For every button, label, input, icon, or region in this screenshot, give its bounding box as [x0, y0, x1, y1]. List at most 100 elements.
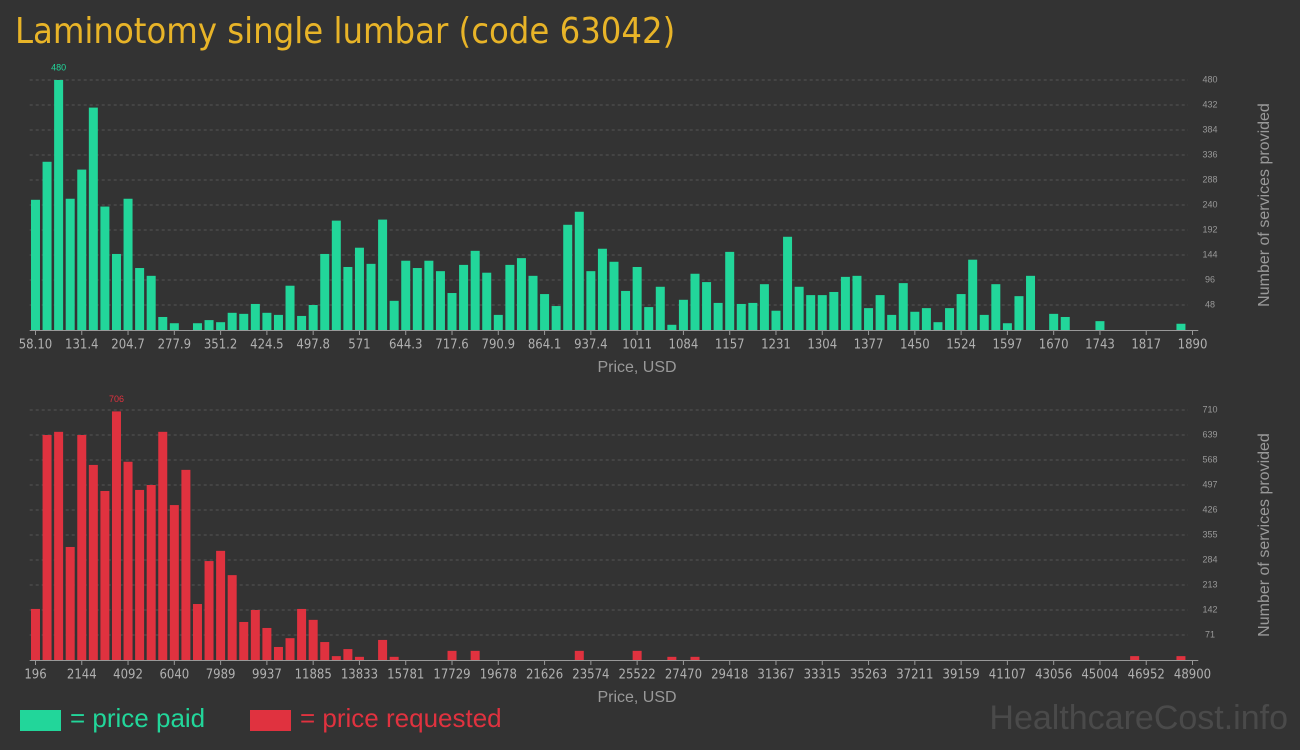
bar: [1026, 275, 1036, 330]
bar: [77, 169, 87, 330]
bar: [158, 316, 168, 330]
bar: [331, 220, 341, 330]
y-tick-label: 48: [1205, 299, 1215, 309]
x-tick-label: 204.7: [111, 338, 144, 353]
bar: [88, 464, 98, 660]
bar: [42, 161, 52, 330]
x-tick-label: 131.4: [65, 338, 98, 353]
bar: [65, 198, 75, 330]
bar: [852, 275, 862, 330]
y-tick-label: 96: [1205, 274, 1215, 284]
bar: [65, 546, 75, 660]
bar: [250, 303, 260, 330]
bar: [273, 314, 283, 330]
x-tick-label: 15781: [387, 668, 424, 683]
bar: [632, 266, 642, 330]
bar: [308, 305, 318, 330]
bar: [54, 431, 64, 660]
bar: [192, 323, 202, 330]
x-tick-label: 37211: [896, 668, 933, 683]
x-tick-label: 196: [24, 668, 46, 683]
y-axis-label: Number of services provided: [1256, 433, 1273, 637]
bar: [574, 211, 584, 330]
bar: [389, 300, 399, 330]
x-tick-label: 277.9: [158, 338, 191, 353]
x-tick-label: 39159: [943, 668, 980, 683]
bar: [840, 276, 850, 330]
x-tick-label: 1231: [761, 338, 791, 353]
bar: [100, 490, 110, 660]
bar: [343, 266, 353, 330]
bar: [736, 303, 746, 330]
x-tick-label: 1377: [854, 338, 884, 353]
bar: [991, 284, 1001, 330]
bar: [783, 236, 793, 330]
bar: [644, 307, 654, 330]
x-tick-label: 29418: [711, 668, 748, 683]
bar: [389, 656, 399, 660]
value-label: 706: [109, 394, 124, 404]
y-tick-label: 288: [1202, 174, 1217, 184]
y-tick-label: 336: [1202, 149, 1217, 159]
bar: [181, 469, 191, 660]
bar: [563, 224, 573, 330]
chart-title: Laminotomy single lumbar (code 63042): [15, 11, 675, 52]
y-tick-label: 142: [1202, 604, 1217, 614]
bar: [204, 320, 214, 330]
bar: [875, 295, 885, 330]
bar: [759, 284, 769, 330]
bar: [667, 324, 677, 330]
bar: [135, 489, 145, 660]
bar: [447, 293, 457, 330]
bar: [551, 306, 561, 330]
y-tick-label: 240: [1202, 199, 1217, 209]
bar: [77, 435, 87, 660]
x-tick-label: 1084: [669, 338, 699, 353]
bar: [771, 310, 781, 330]
bar: [343, 649, 353, 660]
bar: [528, 275, 538, 330]
x-tick-label: 571: [348, 338, 370, 353]
watermark: HealthcareCost.info: [989, 699, 1288, 737]
bar: [702, 282, 712, 330]
bar: [678, 299, 688, 330]
x-tick-label: 1597: [993, 338, 1023, 353]
x-tick-label: 21626: [526, 668, 563, 683]
bar: [482, 272, 492, 330]
x-tick-label: 2144: [67, 668, 97, 683]
x-tick-label: 27470: [665, 668, 702, 683]
bar: [111, 253, 121, 330]
x-tick-label: 4092: [113, 668, 143, 683]
bar: [158, 431, 168, 660]
bar: [806, 295, 816, 330]
bar: [1176, 323, 1186, 330]
x-tick-label: 497.8: [296, 338, 329, 353]
x-tick-label: 11885: [295, 668, 332, 683]
y-tick-label: 384: [1202, 124, 1217, 134]
x-tick-label: 790.9: [482, 338, 515, 353]
bar: [331, 656, 341, 660]
bar: [794, 286, 804, 330]
bar: [817, 295, 827, 330]
bar: [412, 268, 422, 330]
legend-swatch: [250, 710, 291, 731]
bar: [609, 261, 619, 330]
bar: [921, 308, 931, 330]
bar: [250, 610, 260, 660]
bar: [54, 80, 64, 330]
bar: [864, 308, 874, 330]
bar: [505, 264, 515, 330]
x-tick-label: 7989: [206, 668, 236, 683]
x-tick-label: 1304: [807, 338, 837, 353]
x-tick-label: 1890: [1178, 338, 1208, 353]
bar: [30, 199, 40, 330]
x-tick-label: 864.1: [528, 338, 561, 353]
bar: [1014, 296, 1024, 330]
bar: [493, 314, 503, 330]
x-tick-label: 13833: [341, 668, 378, 683]
bar: [285, 638, 295, 660]
x-tick-label: 1817: [1131, 338, 1161, 353]
bar: [713, 302, 723, 330]
bar: [424, 260, 434, 330]
